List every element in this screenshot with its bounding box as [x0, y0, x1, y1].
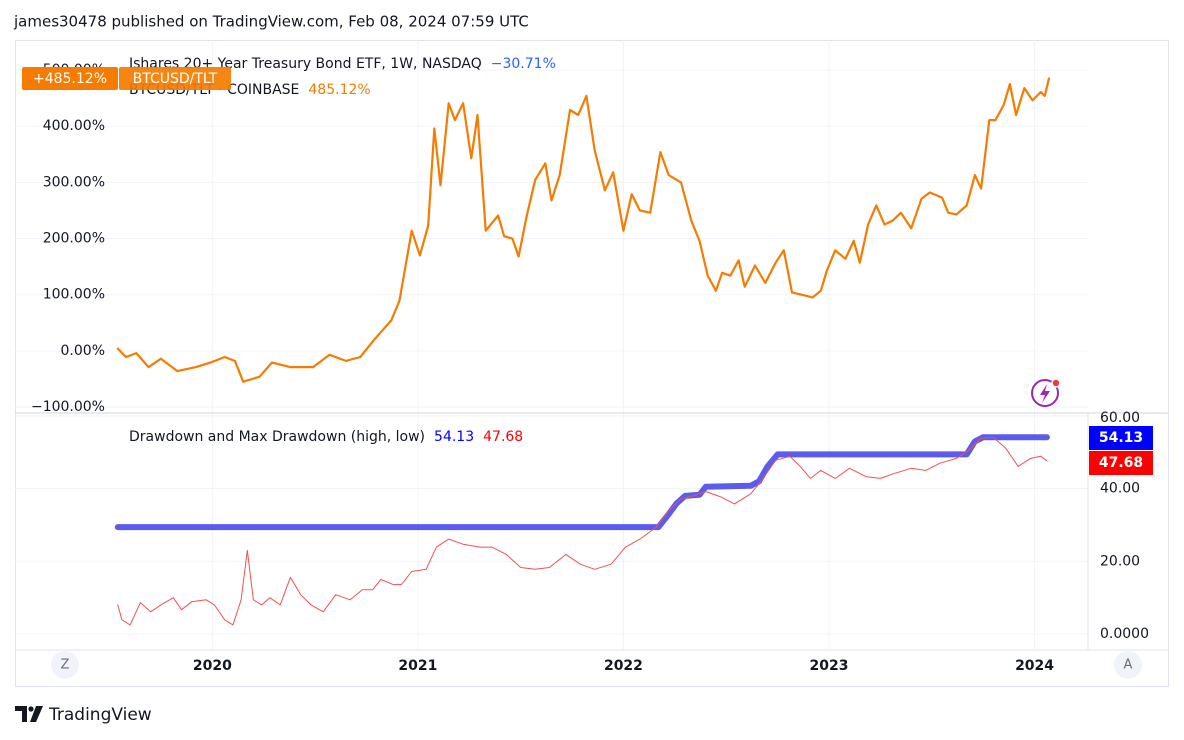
button-label: Z	[61, 658, 70, 673]
button-label: A	[1124, 658, 1133, 673]
chart-frame	[15, 40, 1169, 687]
y-tick-label: 20.00	[1100, 553, 1140, 569]
data-layer	[114, 77, 1050, 626]
alert-icon[interactable]	[1031, 378, 1061, 407]
y-tick-label: 200.00%	[43, 231, 105, 247]
series-badge	[119, 67, 231, 90]
label-layer: −100.00% 0.00% 100.00% 200.00% 300.00% 400.00…	[22, 56, 1153, 674]
time-axis-label: 2022	[604, 658, 643, 674]
value-badge	[1089, 451, 1153, 475]
series-line	[114, 434, 1050, 531]
grid-layer	[15, 40, 1088, 650]
series-line	[116, 77, 1050, 383]
legend-value: −30.71%	[491, 56, 556, 72]
footer-brand: TradingView	[48, 705, 152, 725]
series-line	[117, 436, 1048, 626]
price-badge	[22, 67, 118, 90]
legend-value: 485.12%	[308, 82, 370, 98]
time-axis-label: 2021	[398, 658, 437, 674]
price-badge-value: +485.12%	[33, 71, 107, 87]
tradingview-logo	[15, 706, 43, 722]
value-badge-text: 47.68	[1099, 455, 1143, 471]
y-tick-label: 60.00	[1100, 410, 1140, 426]
legend-value: 54.13	[434, 429, 474, 445]
y-tick-label: −100.00%	[31, 399, 105, 415]
time-axis-label: 2024	[1015, 658, 1054, 674]
header: james30478 published on TradingView.com,…	[13, 13, 529, 31]
y-tick-label: 40.00	[1100, 481, 1140, 497]
series-badge-name: BTCUSD/TLT	[133, 71, 218, 87]
time-axis-label: 2023	[810, 658, 849, 674]
legend-line: Drawdown and Max Drawdown (high, low) 54.…	[129, 429, 523, 445]
value-badge-text: 54.13	[1099, 430, 1143, 446]
value-badge	[1089, 426, 1153, 450]
zoom-button[interactable]: Z	[51, 651, 79, 679]
legend-value: 47.68	[483, 429, 523, 445]
y-tick-label: 100.00%	[43, 287, 105, 303]
y-tick-label: 0.0000	[1100, 626, 1149, 642]
auto-button[interactable]: A	[1114, 651, 1142, 679]
y-tick-label: 400.00%	[43, 118, 105, 134]
time-axis-label: 2020	[193, 658, 232, 674]
y-tick-label: 300.00%	[43, 174, 105, 190]
legend-title: Drawdown and Max Drawdown (high, low)	[129, 429, 425, 445]
y-tick-label: 0.00%	[61, 343, 105, 359]
